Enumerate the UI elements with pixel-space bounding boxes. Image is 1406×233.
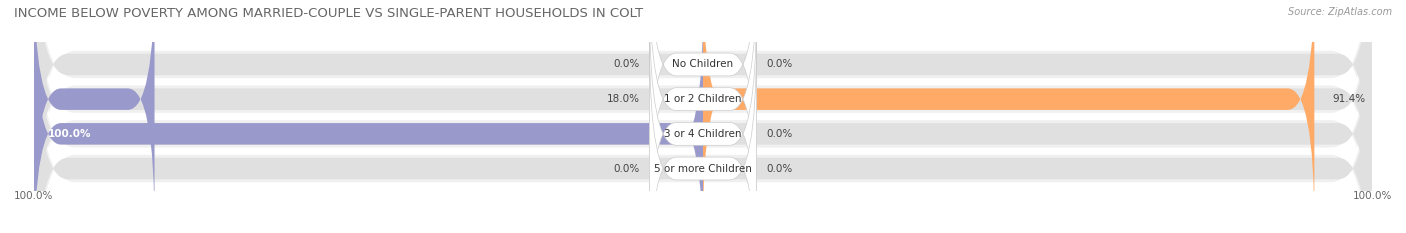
- Text: No Children: No Children: [672, 59, 734, 69]
- FancyBboxPatch shape: [650, 41, 756, 233]
- Text: 91.4%: 91.4%: [1331, 94, 1365, 104]
- FancyBboxPatch shape: [34, 0, 1372, 233]
- Text: 0.0%: 0.0%: [766, 59, 793, 69]
- Text: 100.0%: 100.0%: [1353, 191, 1392, 201]
- FancyBboxPatch shape: [34, 6, 703, 233]
- Text: INCOME BELOW POVERTY AMONG MARRIED-COUPLE VS SINGLE-PARENT HOUSEHOLDS IN COLT: INCOME BELOW POVERTY AMONG MARRIED-COUPL…: [14, 7, 643, 20]
- Text: 1 or 2 Children: 1 or 2 Children: [664, 94, 742, 104]
- FancyBboxPatch shape: [703, 0, 1315, 227]
- FancyBboxPatch shape: [34, 0, 1372, 233]
- Text: 0.0%: 0.0%: [766, 164, 793, 174]
- Text: 0.0%: 0.0%: [613, 59, 640, 69]
- FancyBboxPatch shape: [34, 0, 1372, 233]
- FancyBboxPatch shape: [34, 6, 1372, 233]
- FancyBboxPatch shape: [34, 0, 1372, 233]
- Text: 0.0%: 0.0%: [613, 164, 640, 174]
- Text: 0.0%: 0.0%: [766, 129, 793, 139]
- Text: 100.0%: 100.0%: [14, 191, 53, 201]
- Text: Source: ZipAtlas.com: Source: ZipAtlas.com: [1288, 7, 1392, 17]
- Text: 3 or 4 Children: 3 or 4 Children: [664, 129, 742, 139]
- Text: 18.0%: 18.0%: [606, 94, 640, 104]
- FancyBboxPatch shape: [34, 0, 1372, 233]
- FancyBboxPatch shape: [650, 0, 756, 192]
- Text: 5 or more Children: 5 or more Children: [654, 164, 752, 174]
- FancyBboxPatch shape: [650, 0, 756, 226]
- FancyBboxPatch shape: [34, 0, 1372, 227]
- Text: 100.0%: 100.0%: [48, 129, 91, 139]
- FancyBboxPatch shape: [650, 7, 756, 233]
- FancyBboxPatch shape: [34, 0, 155, 227]
- FancyBboxPatch shape: [34, 0, 1372, 233]
